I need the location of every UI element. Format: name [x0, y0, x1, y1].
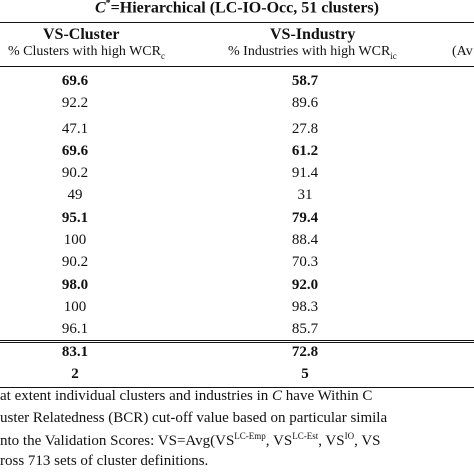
summary-vs-industry: 72.8	[291, 344, 319, 360]
cell-vs-industry: 70.3	[291, 254, 319, 270]
note-line-2: uster Relatedness (BCR) cut-off value ba…	[0, 410, 388, 426]
note-line-3-sup-1: LC-Emp	[234, 431, 266, 441]
summary-vs-industry: 5	[301, 366, 309, 382]
cell-vs-cluster: 69.6	[61, 143, 89, 159]
title-rule	[0, 22, 474, 23]
note-line-1-a: at extent individual clusters and indust…	[0, 388, 273, 404]
note-line-3-sup-2: LC-Est	[292, 431, 319, 441]
cell-vs-cluster: 90.2	[61, 165, 89, 181]
cell-vs-cluster: 98.0	[61, 277, 89, 293]
subheader-clusters-subscript: c	[160, 50, 165, 61]
note-line-1: at extent individual clusters and indust…	[0, 388, 372, 405]
cell-vs-industry: 61.2	[291, 143, 319, 159]
cell-vs-industry: 91.4	[291, 165, 319, 181]
cell-vs-cluster: 92.2	[61, 95, 89, 111]
cell-vs-cluster: 96.1	[61, 321, 89, 337]
table-title: C*=Hierarchical (LC-IO-Occ, 51 clusters)	[0, 0, 474, 17]
note-line-1-b: have Within C	[282, 388, 373, 404]
cell-vs-cluster: 100	[63, 232, 87, 248]
cell-vs-industry: 92.0	[291, 277, 319, 293]
cell-vs-industry: 89.6	[291, 95, 319, 111]
cell-vs-industry: 85.7	[291, 321, 319, 337]
title-superscript: *	[105, 0, 111, 9]
subheader-clusters-text: % Clusters with high WCR	[8, 44, 161, 59]
note-line-3-a: nto the Validation Scores: VS=Avg(VS	[0, 433, 235, 449]
note-line-3-b: , VS	[265, 433, 293, 449]
cell-vs-industry: 88.4	[291, 232, 319, 248]
note-line-3: nto the Validation Scores: VS=Avg(VSLC-E…	[0, 431, 381, 450]
note-line-3-c: , VS	[318, 433, 345, 449]
note-line-3-sup-3: IO	[344, 431, 355, 441]
cell-vs-industry: 31	[297, 187, 313, 203]
cell-vs-industry: 79.4	[291, 210, 319, 226]
cell-vs-cluster: 90.2	[61, 254, 89, 270]
summary-rule-top	[0, 340, 474, 341]
cell-vs-industry: 98.3	[291, 299, 319, 315]
subheader-industries-text: % Industries with high WCR	[228, 44, 391, 59]
header-vs-industry: VS-Industry	[270, 26, 356, 43]
note-line-1-italic: C	[272, 388, 283, 404]
cell-vs-industry: 27.8	[291, 121, 319, 137]
note-line-4: ross 713 sets of cluster definitions.	[0, 453, 209, 469]
table-bottom-rule	[0, 387, 474, 388]
cell-vs-cluster: 69.6	[61, 73, 89, 89]
subheader-industries-subscript: ic	[390, 50, 397, 61]
title-variable: C	[95, 0, 106, 17]
cell-vs-cluster: 47.1	[61, 121, 89, 137]
summary-rule-top-double	[0, 342, 474, 343]
title-text: =Hierarchical (LC-IO-Occ, 51 clusters)	[110, 0, 379, 17]
subheader-industries: % Industries with high WCRic	[228, 44, 397, 61]
subheader-clusters: % Clusters with high WCRc	[8, 44, 165, 61]
subheader-average-partial: (Av	[452, 44, 473, 59]
summary-vs-cluster: 83.1	[61, 344, 89, 360]
note-line-3-d: , VS	[354, 433, 381, 449]
header-vs-cluster: VS-Cluster	[43, 26, 120, 43]
cell-vs-industry: 58.7	[291, 73, 319, 89]
summary-vs-cluster: 2	[71, 366, 79, 382]
cell-vs-cluster: 49	[67, 187, 83, 203]
header-rule	[0, 66, 474, 67]
cell-vs-cluster: 95.1	[61, 210, 89, 226]
cell-vs-cluster: 100	[63, 299, 87, 315]
